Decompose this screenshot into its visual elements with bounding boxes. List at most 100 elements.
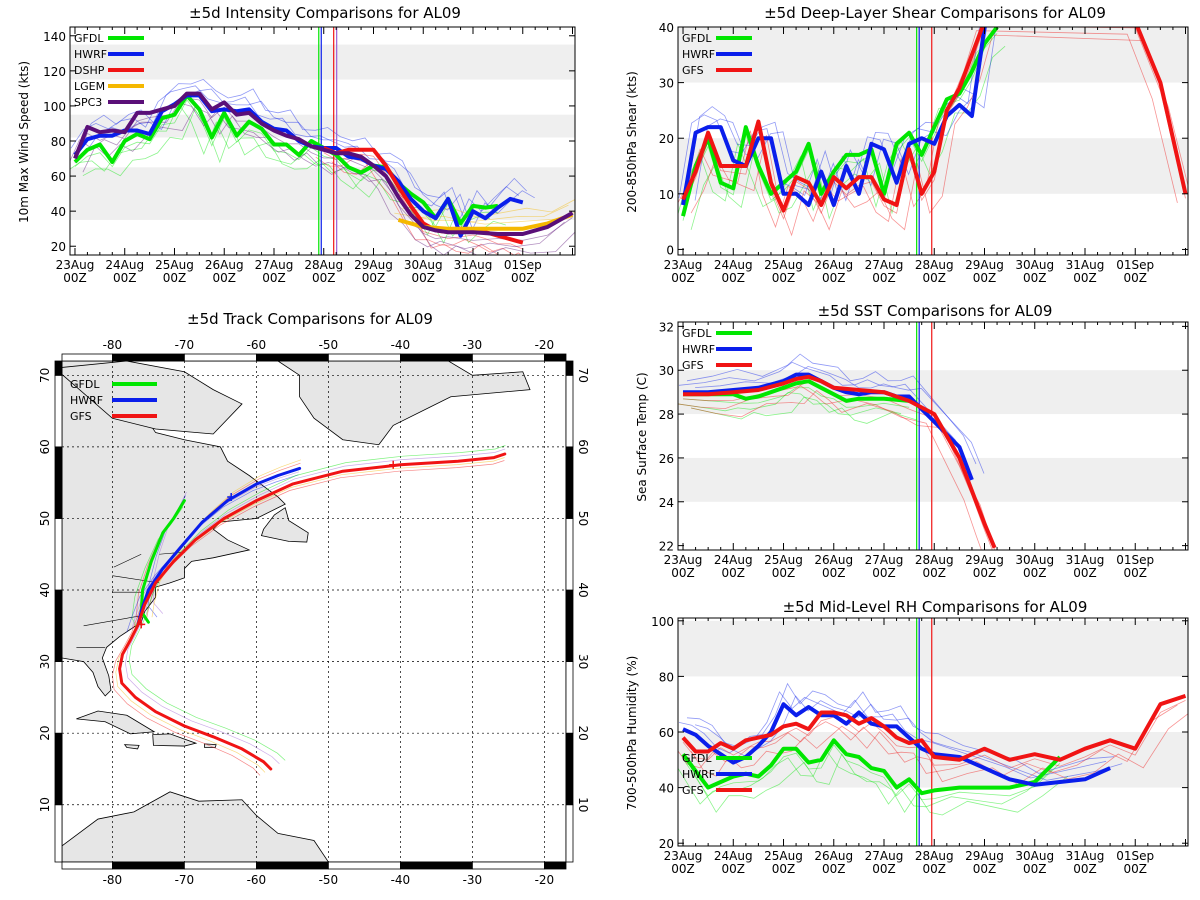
- sst-xlabel-day-8: 31Aug: [1066, 553, 1105, 567]
- track-lat-label-left-1: 20: [38, 726, 52, 741]
- border-top-seg-6: [471, 353, 545, 362]
- track-lat-label-left-6: 70: [38, 368, 52, 383]
- track-gfs: [118, 452, 507, 771]
- newfoundland: [260, 507, 309, 543]
- border-left-seg-6: [54, 374, 63, 448]
- intensity-xlabel-day-9: 01Sep: [504, 258, 542, 272]
- track-lon-label-bottom-5: -30: [463, 873, 483, 887]
- intensity-xlabel-hour-3: 00Z: [212, 271, 236, 285]
- rh-series-gfs: [681, 694, 1187, 762]
- sst-ytick-label-1: 24: [659, 496, 674, 510]
- shear-xlabel-hour-9: 00Z: [1123, 271, 1147, 285]
- shear-ytick-label-3: 30: [659, 77, 674, 91]
- shear-xlabel-day-4: 27Aug: [865, 258, 904, 272]
- rh-title: ±5d Mid-Level RH Comparisons for AL09: [783, 598, 1088, 616]
- border-top-seg-3: [255, 353, 329, 362]
- rh-xlabel-day-9: 01Sep: [1116, 849, 1154, 863]
- rh-ensemble-gfs-4: [690, 713, 1188, 785]
- shear-ensemble-hwrf-5: [694, 27, 997, 202]
- track-title: ±5d Track Comparisons for AL09: [187, 310, 433, 328]
- intensity-xlabel-hour-4: 00Z: [262, 271, 286, 285]
- rh-xlabel-hour-2: 00Z: [772, 862, 796, 876]
- border-top-seg-7: [544, 353, 567, 362]
- track-lon-label-top-3: -50: [319, 338, 339, 352]
- border-bottom-seg-4: [327, 861, 401, 870]
- intensity-legend-label-gfdl: GFDL: [74, 32, 104, 45]
- intensity-series-gfdl: [73, 93, 499, 226]
- shear-legend-label-gfdl: GFDL: [682, 32, 712, 45]
- intensity-xlabel-day-1: 24Aug: [105, 258, 144, 272]
- ensemble-track-gfs-0: [112, 460, 505, 776]
- shear-xlabel-hour-1: 00Z: [722, 271, 746, 285]
- rh-ytick-label-3: 80: [659, 670, 674, 684]
- intensity-xlabel-hour-1: 00Z: [113, 271, 137, 285]
- sst-frame: [677, 321, 1189, 551]
- intensity-xlabel-day-2: 25Aug: [155, 258, 194, 272]
- border-right-seg-0: [565, 804, 574, 863]
- border-right-seg-6: [565, 374, 574, 448]
- shear-band-1: [678, 27, 1188, 83]
- shear-xlabel-day-0: 23Aug: [664, 258, 703, 272]
- shear-series-gfdl: [681, 27, 999, 217]
- intensity-xlabel-hour-2: 00Z: [163, 271, 187, 285]
- sst-legend-label-gfs: GFS: [682, 359, 704, 372]
- intensity-xlabel-hour-8: 00Z: [461, 271, 485, 285]
- border-right-seg-3: [565, 589, 574, 662]
- sst-xlabel-day-2: 25Aug: [764, 553, 803, 567]
- cuba: [76, 710, 156, 735]
- border-bottom-seg-6: [471, 861, 545, 870]
- shear-xlabel-hour-8: 00Z: [1073, 271, 1097, 285]
- sst-ensemble-hwrf-3: [686, 353, 977, 465]
- border-right-seg-2: [565, 661, 574, 734]
- state-border-5: [113, 553, 142, 568]
- sst-xlabel-day-4: 27Aug: [865, 553, 904, 567]
- sst-xlabel-hour-4: 00Z: [872, 566, 896, 580]
- border-bottom-seg-2: [183, 861, 257, 870]
- rh-xlabel-hour-5: 00Z: [923, 862, 947, 876]
- border-left-seg-7: [54, 360, 63, 376]
- rh-xlabel-day-5: 28Aug: [915, 849, 954, 863]
- track-lon-label-bottom-6: -20: [535, 873, 555, 887]
- track-legend-label-hwrf: HWRF: [70, 394, 103, 407]
- intensity-title: ±5d Intensity Comparisons for AL09: [189, 4, 461, 22]
- rh-xlabel-day-3: 26Aug: [814, 849, 853, 863]
- track-lon-label-bottom-3: -50: [319, 873, 339, 887]
- rh-xlabel-hour-0: 00Z: [671, 862, 695, 876]
- south-america: [62, 791, 329, 862]
- rh-xlabel-hour-1: 00Z: [722, 862, 746, 876]
- shear-xlabel-hour-4: 00Z: [872, 271, 896, 285]
- sst-ytick-label-0: 22: [659, 540, 674, 554]
- shear-legend-label-hwrf: HWRF: [682, 48, 715, 61]
- rh-xlabel-day-4: 27Aug: [865, 849, 904, 863]
- shear-series-hwrf: [681, 27, 987, 207]
- sst-xlabel-day-9: 01Sep: [1116, 553, 1154, 567]
- sst-band-0: [678, 457, 1188, 502]
- track-hwrf: [136, 466, 302, 628]
- sst-title: ±5d SST Comparisons for AL09: [818, 302, 1053, 320]
- rh-xlabel-day-6: 29Aug: [965, 849, 1004, 863]
- intensity-ytick-label-3: 80: [51, 135, 66, 149]
- track-lon-label-bottom-0: -80: [103, 873, 123, 887]
- sst-ytick-label-2: 26: [659, 452, 674, 466]
- jamaica: [123, 744, 140, 750]
- shear-frame: [677, 26, 1189, 256]
- track-lat-label-left-3: 40: [38, 582, 52, 597]
- rh-series-gfdl: [681, 738, 1062, 796]
- sst-ensemble-gfdl-4: [691, 396, 918, 424]
- sst-xlabel-hour-6: 00Z: [973, 566, 997, 580]
- intensity-plot-area: [70, 27, 575, 255]
- shear-ytick-label-4: 40: [659, 21, 674, 35]
- intensity-ensemble-lgem-1: [394, 204, 569, 223]
- rh-xlabel-day-8: 31Aug: [1066, 849, 1105, 863]
- sst-xlabel-hour-0: 00Z: [671, 566, 695, 580]
- border-bottom-seg-0: [61, 861, 113, 870]
- border-top-seg-1: [112, 353, 185, 362]
- track-map-panel: ±5d Track Comparisons for AL09 -80 -80 -70…: [38, 310, 590, 887]
- shear-ytick-label-0: 0: [666, 243, 674, 257]
- sst-xlabel-day-5: 28Aug: [915, 553, 954, 567]
- sst-panel: ±5d SST Comparisons for AL09 Sea Surface…: [635, 302, 1189, 580]
- sst-xlabel-hour-7: 00Z: [1023, 566, 1047, 580]
- border-right-seg-4: [565, 518, 574, 591]
- track-lon-label-bottom-2: -60: [247, 873, 267, 887]
- border-bottom-seg-5: [399, 861, 473, 870]
